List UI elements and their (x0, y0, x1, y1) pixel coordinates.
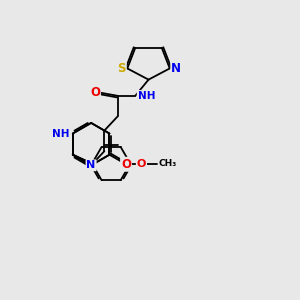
Text: O: O (121, 158, 131, 171)
Text: NH: NH (138, 91, 155, 101)
Text: N: N (86, 160, 96, 170)
Text: N: N (171, 62, 181, 75)
Text: O: O (90, 86, 100, 99)
Text: CH₃: CH₃ (158, 159, 176, 168)
Text: S: S (117, 62, 126, 75)
Text: O: O (137, 159, 146, 169)
Text: NH: NH (52, 128, 69, 139)
